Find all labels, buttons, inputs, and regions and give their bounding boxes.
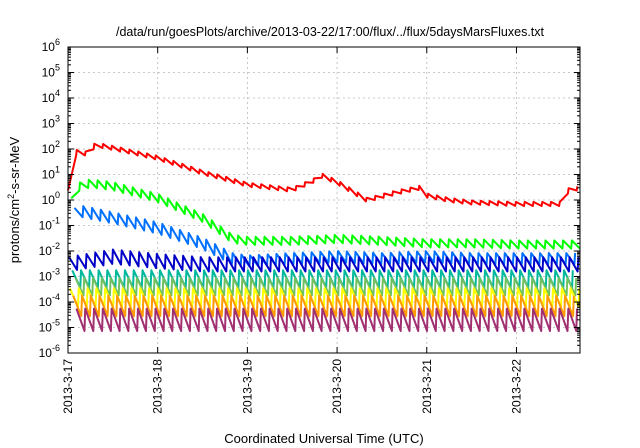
series-line [67, 142, 579, 207]
series-line [74, 277, 578, 297]
y-tick-label-exp: -2 [52, 241, 60, 251]
series-line [70, 178, 581, 250]
y-tick-label-base: 10 [39, 346, 53, 360]
tick-layer [67, 46, 580, 354]
y-tick-label-base: 10 [39, 270, 53, 284]
y-tick-label-exp: 2 [55, 139, 60, 149]
series-line [75, 307, 578, 332]
y-tick-label-exp: -1 [52, 216, 60, 226]
y-tick-label: 10-1 [39, 216, 60, 233]
y-tick-label-base: 10 [42, 168, 56, 182]
chart-title: /data/run/goesPlots/archive/2013-03-22/1… [116, 25, 545, 39]
y-tick-label: 10-4 [39, 292, 60, 309]
y-axis-title-sup: 2 [6, 194, 16, 199]
y-tick-labels: 10-610-510-410-310-210-11001011021031041… [39, 37, 60, 360]
y-tick-label: 105 [42, 63, 60, 80]
y-tick-label-base: 10 [42, 40, 56, 54]
y-tick-label: 10-6 [39, 343, 60, 360]
y-tick-label-exp: -5 [52, 318, 60, 328]
y-tick-label-exp: 4 [55, 88, 60, 98]
x-tick-label: 2013-3-20 [330, 359, 344, 414]
x-tick-label: 2013-3-22 [509, 359, 523, 414]
y-tick-label: 10-2 [39, 241, 60, 258]
y-tick-label-exp: 3 [55, 114, 60, 124]
y-tick-label-exp: 0 [55, 190, 60, 200]
y-tick-label-base: 10 [42, 193, 56, 207]
y-tick-label: 102 [42, 139, 60, 156]
series-line [72, 294, 575, 318]
y-axis-title-base: protons/cm [7, 199, 22, 263]
x-axis-title: Coordinated Universal Time (UTC) [224, 431, 423, 446]
y-tick-label-base: 10 [39, 321, 53, 335]
y-tick-label-base: 10 [42, 117, 56, 131]
y-tick-label: 101 [42, 165, 60, 182]
series-line [68, 248, 580, 273]
series-layer [67, 142, 581, 332]
y-tick-label-base: 10 [42, 66, 56, 80]
y-tick-label: 106 [42, 37, 60, 54]
y-tick-label: 10-5 [39, 318, 60, 335]
x-tick-label: 2013-3-21 [420, 359, 434, 414]
y-tick-label-base: 10 [42, 91, 56, 105]
y-tick-label-exp: -3 [52, 267, 60, 277]
y-tick-label-base: 10 [39, 295, 53, 309]
y-tick-label: 10-3 [39, 267, 60, 284]
x-tick-label: 2013-3-18 [151, 359, 165, 414]
y-tick-label-exp: 5 [55, 63, 60, 73]
y-tick-label: 104 [42, 88, 60, 105]
x-tick-label: 2013-3-19 [240, 359, 254, 414]
x-tick-label: 2013-3-17 [61, 359, 75, 414]
y-tick-label-exp: -6 [52, 343, 60, 353]
y-tick-label-base: 10 [42, 142, 56, 156]
y-axis-title: protons/cm2-s-sr-MeV [6, 136, 22, 263]
y-tick-label: 103 [42, 114, 60, 131]
y-tick-label: 100 [42, 190, 60, 207]
y-tick-label-exp: 1 [55, 165, 60, 175]
y-tick-label-base: 10 [39, 244, 53, 258]
x-tick-labels: 2013-3-17 2013-3-18 2013-3-19 2013-3-20 2013… [61, 359, 523, 414]
y-tick-label-exp: 6 [55, 37, 60, 47]
y-axis-title-rest: -s-sr-MeV [7, 136, 22, 193]
y-tick-label-exp: -4 [52, 292, 60, 302]
y-tick-label-base: 10 [39, 219, 53, 233]
